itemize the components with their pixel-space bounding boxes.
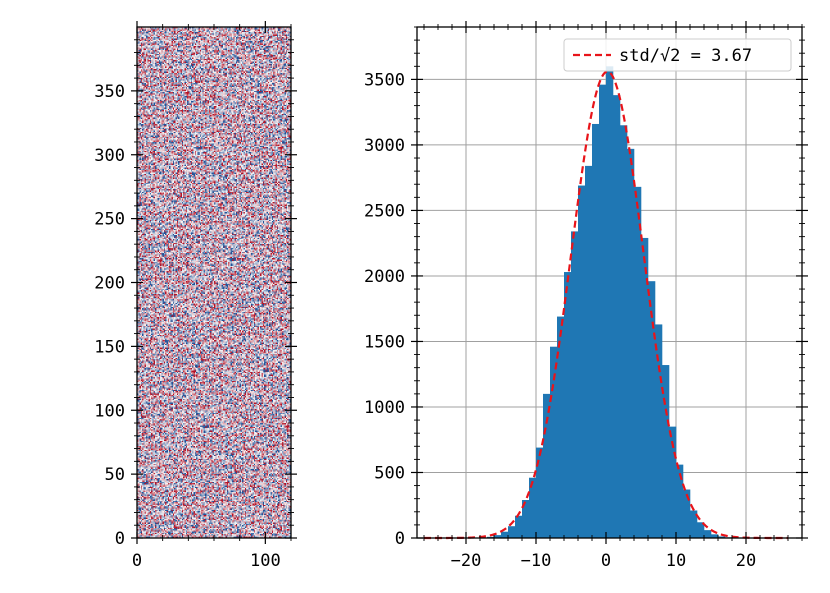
histogram-bar — [669, 426, 677, 538]
heatmap-x-tick-label: 100 — [250, 551, 281, 571]
histogram-panel: 0 500 1000 1500 2000 2500 3000 3500 −20 −10 0 10 20… — [364, 21, 808, 571]
histogram-y-tick-label: 0 — [395, 529, 405, 549]
histogram-bar — [620, 125, 628, 539]
histogram-bar — [648, 281, 656, 538]
histogram-x-tick-label: 0 — [601, 551, 611, 571]
histogram-x-tick-label: −10 — [521, 551, 552, 571]
heatmap-y-tick-label: 50 — [105, 465, 125, 485]
histogram-x-tick-label: 10 — [666, 551, 686, 571]
histogram-bar — [641, 237, 649, 538]
histogram-bar — [501, 531, 509, 538]
histogram-bar — [690, 510, 698, 538]
histogram-bar — [606, 66, 614, 539]
histogram-bar — [592, 123, 600, 538]
histogram-bar — [571, 231, 579, 538]
histogram-bar — [557, 316, 565, 538]
heatmap-y-tick-label: 350 — [94, 82, 125, 102]
histogram-bar — [634, 186, 642, 538]
histogram-bar — [662, 365, 670, 538]
heatmap-y-tick-labels: 0 50 100 150 200 250 300 350 — [94, 82, 125, 549]
heatmap-y-tick-label: 200 — [94, 274, 125, 294]
heatmap-x-tick-labels: 0 100 — [132, 551, 281, 571]
legend: std/√2 = 3.67 — [563, 38, 792, 72]
histogram-bar — [613, 95, 621, 538]
histogram-x-tick-labels: −20 −10 0 10 20 — [451, 551, 757, 571]
histogram-bar — [543, 393, 551, 538]
histogram-y-tick-label: 3500 — [364, 70, 405, 90]
histogram-bar — [627, 148, 635, 538]
heatmap-y-tick-label: 0 — [115, 529, 125, 549]
histogram-bar — [697, 522, 705, 538]
histogram-y-tick-label: 1000 — [364, 398, 405, 418]
heatmap-y-tick-label: 100 — [94, 401, 125, 421]
histogram-y-tick-label: 2000 — [364, 267, 405, 287]
histogram-x-tick-label: −20 — [451, 551, 482, 571]
histogram-bar — [718, 536, 726, 538]
histogram-bar — [508, 526, 516, 538]
histogram-bar — [711, 534, 719, 538]
histogram-bar — [578, 185, 586, 539]
histogram-bar — [676, 464, 684, 538]
histogram-bar — [655, 324, 663, 538]
histogram-y-tick-labels: 0 500 1000 1500 2000 2500 3000 3500 — [364, 70, 405, 549]
heatmap-image — [137, 27, 291, 538]
histogram-bar — [550, 346, 558, 538]
histogram-y-tick-label: 2500 — [364, 201, 405, 221]
histogram-bar — [536, 447, 544, 538]
histogram-bar — [522, 500, 530, 538]
heatmap-x-tick-label: 0 — [132, 551, 142, 571]
heatmap-frame — [136, 26, 292, 539]
histogram-bar — [494, 535, 502, 538]
histogram-y-tick-label: 3000 — [364, 136, 405, 156]
histogram-bar — [599, 84, 607, 539]
histogram-bar — [704, 530, 712, 538]
gaussian-fit-curve — [424, 70, 788, 540]
legend-box — [563, 38, 792, 72]
histogram-frame — [416, 26, 803, 539]
histogram-bar — [585, 165, 593, 538]
histogram-y-tick-label: 1500 — [364, 332, 405, 352]
histogram-bar — [564, 272, 572, 538]
histogram-bar — [515, 515, 523, 538]
heatmap-y-tick-label: 150 — [94, 337, 125, 357]
histogram-y-tick-label: 500 — [374, 463, 405, 483]
heatmap-y-tick-label: 250 — [94, 210, 125, 230]
histogram-bars — [480, 66, 733, 539]
histogram-bar — [683, 489, 691, 538]
legend-entry-label: std/√2 = 3.67 — [619, 46, 752, 66]
histogram-x-tick-label: 20 — [736, 551, 756, 571]
heatmap-noise-image — [137, 27, 291, 538]
histogram-bar — [529, 477, 537, 538]
heatmap-panel: 0 50 100 150 200 250 300 350 0 100 — [94, 21, 297, 571]
heatmap-y-tick-label: 300 — [94, 146, 125, 166]
